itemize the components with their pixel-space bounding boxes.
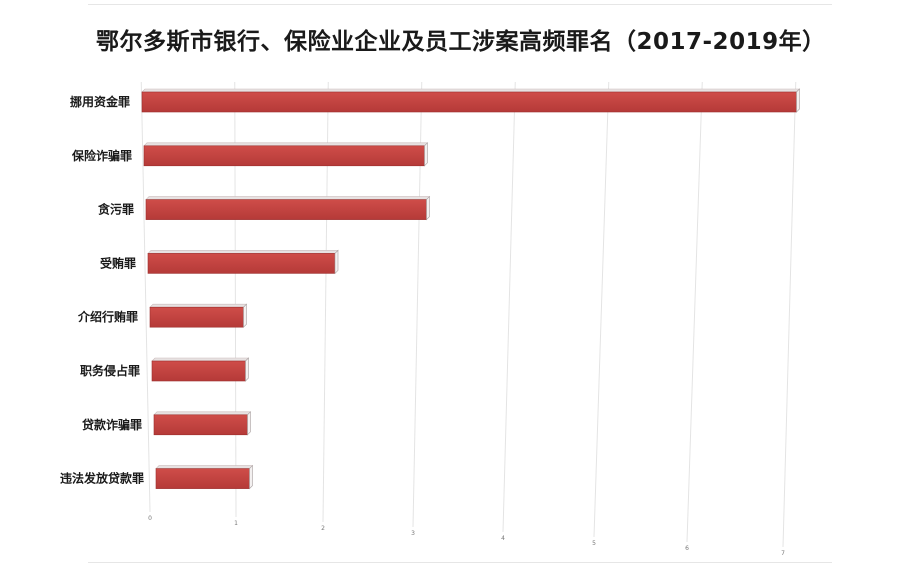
category-label: 违法发放贷款罪 — [60, 471, 144, 486]
bars — [141, 88, 801, 490]
bar — [155, 464, 254, 490]
bar — [149, 303, 248, 328]
category-label: 贷款诈骗罪 — [82, 417, 142, 432]
bar — [143, 142, 429, 167]
x-tick-label: 4 — [501, 535, 505, 542]
x-tick-label: 1 — [234, 520, 238, 527]
grid-line-4 — [502, 81, 516, 533]
grid-line-0 — [140, 81, 151, 513]
grid-line-6 — [686, 81, 703, 543]
x-tick-label: 7 — [781, 550, 785, 557]
x-tick-label: 0 — [148, 515, 152, 522]
category-label: 职务侵占罪 — [80, 363, 140, 378]
category-label: 介绍行贿罪 — [77, 309, 138, 324]
bar — [151, 357, 250, 382]
bar — [141, 88, 801, 113]
bar — [153, 411, 252, 436]
x-tick-label: 3 — [411, 530, 415, 537]
bar — [147, 249, 339, 275]
category-label: 受贿罪 — [100, 255, 136, 270]
chart-title: 鄂尔多斯市银行、保险业企业及员工涉案高频罪名（2017-2019年） — [96, 29, 826, 55]
x-tick-label: 5 — [592, 540, 596, 547]
category-label: 保险诈骗罪 — [71, 148, 132, 163]
grid-line-5 — [593, 81, 610, 538]
top-divider — [88, 4, 832, 5]
x-axis-ticks: 0 1 2 3 4 5 6 7 — [148, 515, 785, 557]
bar — [145, 195, 431, 221]
bottom-divider — [88, 562, 832, 563]
grid-line-7 — [782, 81, 797, 548]
x-tick-label: 6 — [685, 545, 689, 552]
category-label: 挪用资金罪 — [70, 94, 130, 109]
category-label: 贪污罪 — [97, 202, 134, 217]
x-tick-label: 2 — [321, 525, 325, 532]
